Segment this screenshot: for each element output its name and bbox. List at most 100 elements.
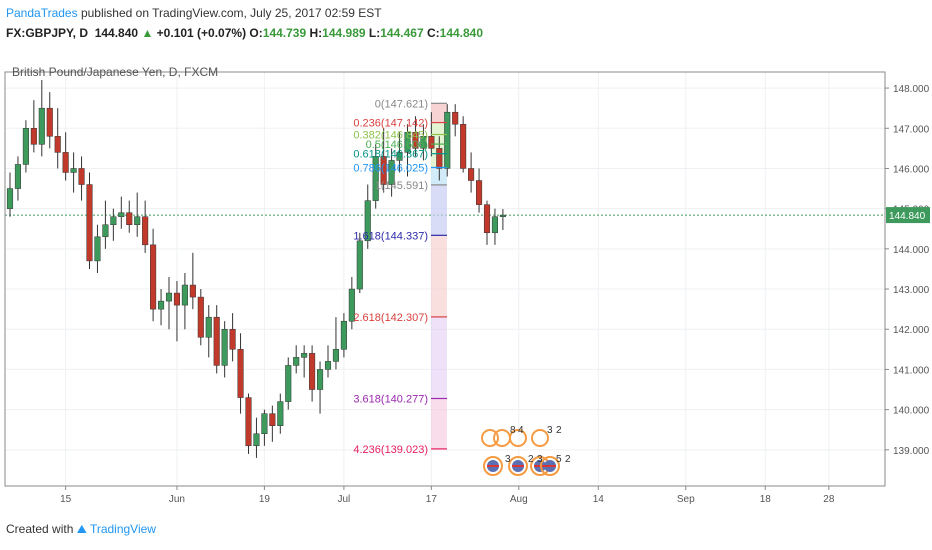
candle-body	[372, 156, 379, 201]
y-tick-label: 144.000	[893, 245, 930, 256]
candle-body	[237, 349, 244, 398]
fib-level-label: 0.618(146.367)	[353, 149, 428, 161]
candle-body	[14, 164, 21, 189]
fib-zone	[431, 316, 447, 399]
symbol-info-bar: FX:GBPJPY, D 144.840 ▲ +0.101 (+0.07%) O…	[6, 26, 483, 40]
candle-body	[118, 212, 125, 217]
price-change: +0.101 (+0.07%)	[156, 26, 247, 40]
candle-body	[340, 320, 347, 350]
candle-body	[229, 328, 236, 350]
fib-level-label: 2.618(142.307)	[353, 312, 428, 324]
candle-series	[6, 80, 506, 458]
fib-extension-levels: 0(147.621)0.236(147.142)0.382(146.845)0.…	[353, 98, 447, 456]
candle-body	[317, 369, 324, 390]
close-label: C:	[426, 26, 440, 40]
last-price: 144.840	[94, 26, 139, 40]
fib-zone	[431, 103, 447, 123]
up-arrow-icon: ▲	[141, 26, 154, 40]
y-tick-label: 148.000	[893, 84, 930, 95]
candle-body	[404, 132, 411, 153]
candle-body	[22, 128, 29, 165]
close-value: 144.840	[439, 26, 484, 40]
candle-body	[70, 168, 77, 173]
fib-level-label: 0(147.621)	[375, 98, 428, 110]
candle-body	[476, 180, 483, 205]
candle-body	[444, 111, 451, 169]
event-marker-circle	[509, 429, 527, 447]
last-price-label: 144.840	[889, 211, 926, 222]
y-tick-label: 139.000	[893, 446, 930, 457]
candle-body	[253, 433, 260, 447]
fib-level-label: 3.618(140.277)	[353, 393, 428, 405]
candle-body	[197, 296, 204, 338]
footer: Created with ⛰ TradingView	[6, 522, 156, 537]
candle-body	[205, 316, 212, 338]
fib-level-label: 0.5(146.606)	[366, 139, 428, 151]
y-tick-label: 140.000	[893, 406, 930, 417]
candle-body	[364, 200, 371, 242]
x-tick-label: 15	[60, 494, 72, 505]
candle-body	[54, 136, 61, 153]
low-value: 144.467	[380, 26, 424, 40]
x-tick-label: 28	[823, 494, 835, 505]
candle-body	[499, 214, 506, 217]
fib-zone	[431, 184, 447, 236]
candle-body	[301, 353, 308, 358]
event-marker-label: 3	[537, 454, 543, 465]
event-marker-label: 2	[528, 454, 534, 465]
candle-body	[396, 152, 403, 161]
candle-body	[348, 288, 355, 322]
tradingview-brand[interactable]: TradingView	[89, 522, 156, 536]
candle-body	[436, 148, 443, 169]
candle-body	[221, 328, 228, 366]
y-tick-label: 143.000	[893, 285, 930, 296]
open-label: O:	[249, 26, 263, 40]
event-marker-label: 5	[556, 454, 562, 465]
candle-body	[356, 240, 363, 290]
candle-body	[261, 413, 268, 434]
candle-body	[110, 216, 117, 225]
candle-body	[189, 284, 196, 298]
fib-level-label: 0.382(146.845)	[353, 130, 428, 142]
candle-body	[62, 152, 69, 173]
candle-body	[46, 107, 53, 137]
event-marker-label: 3	[547, 425, 553, 436]
candle-body	[491, 216, 498, 234]
candle-body	[269, 413, 276, 426]
candle-body	[483, 204, 491, 234]
fib-level-label: 0.236(147.142)	[353, 118, 428, 130]
event-markers[interactable]: 8 4 3 23 2 3 5 2	[481, 425, 571, 476]
event-marker-label: 3	[505, 454, 511, 465]
candle-body	[94, 236, 101, 262]
event-marker-label: 8	[510, 425, 516, 436]
y-tick-label: 141.000	[893, 365, 930, 376]
published-text: published on TradingView.com, July 25, 2…	[80, 6, 382, 20]
candle-body	[86, 184, 93, 262]
fib-level-label: 4.236(139.023)	[353, 444, 428, 456]
candle-body	[412, 132, 419, 149]
candle-body	[324, 361, 332, 370]
y-tick-label: 146.000	[893, 164, 930, 175]
candle-body	[293, 357, 300, 366]
candle-body	[420, 136, 427, 149]
candle-body	[380, 156, 387, 185]
candle-body	[277, 401, 284, 426]
fib-zone	[431, 235, 447, 317]
chart-axes: 139.000 140.000 141.000 142.000 143.000 144.0…	[4, 71, 930, 505]
candle-body	[158, 300, 165, 310]
fib-level-label: 1(145.591)	[375, 180, 428, 192]
candle-body	[30, 128, 37, 145]
x-tick-label: 19	[259, 494, 271, 505]
event-marker-label: 4	[518, 425, 524, 436]
candle-body	[165, 292, 173, 302]
candle-body	[134, 216, 141, 225]
symbol-label: FX:GBPJPY, D	[6, 26, 89, 40]
candle-body	[213, 316, 220, 366]
author-link[interactable]: PandaTrades	[6, 6, 78, 20]
fib-zone	[431, 398, 447, 449]
candle-body	[428, 136, 435, 149]
plot-frame	[4, 71, 886, 487]
open-value: 144.739	[262, 26, 307, 40]
candle-body	[332, 349, 339, 362]
